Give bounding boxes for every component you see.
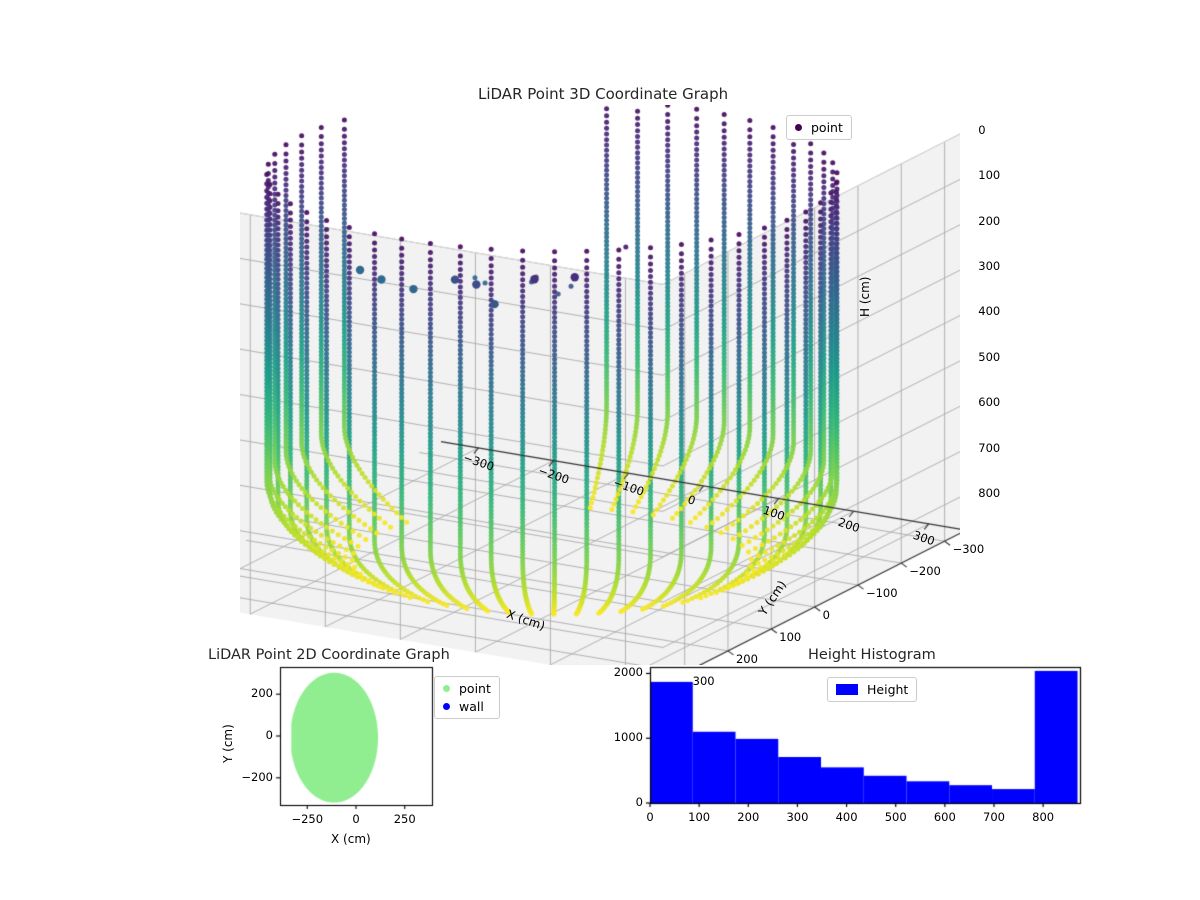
tick-label: 600 — [978, 395, 1001, 410]
tick-label: 800 — [978, 485, 1001, 500]
lidar-2d-xaxis-label: X (cm) — [331, 832, 371, 846]
height-histogram-legend[interactable]: Height — [827, 677, 918, 702]
tick-label: 0 — [352, 812, 360, 826]
tick-label: 700 — [978, 440, 1001, 455]
legend-entry-point: point — [795, 120, 843, 135]
lidar-2d-scatter-canvas — [150, 645, 570, 865]
tick-label: 100 — [779, 629, 802, 644]
point-marker-icon — [795, 124, 802, 131]
tick-label: 600 — [933, 810, 956, 824]
lidar-3d-legend[interactable]: point — [786, 115, 852, 140]
tick-label: 200 — [735, 651, 758, 666]
tick-label: 200 — [737, 810, 760, 824]
tick-label: −300 — [952, 542, 985, 557]
tick-label: 500 — [978, 349, 1001, 364]
legend-label-height: Height — [867, 682, 909, 697]
legend-label-wall: wall — [459, 699, 484, 714]
lidar-3d-zaxis-label: H (cm) — [858, 276, 872, 318]
tick-label: 0 — [978, 122, 986, 137]
lidar-2d-legend[interactable]: point wall — [434, 676, 500, 719]
tick-label: 1000 — [613, 730, 643, 745]
tick-label: −250 — [291, 812, 324, 826]
point-marker-icon — [443, 685, 450, 692]
lidar-3d-pointcloud-canvas — [240, 105, 960, 665]
tick-label: 300 — [978, 259, 1001, 273]
lidar-2d-yaxis-label: Y (cm) — [221, 724, 235, 763]
legend-entry-height: Height — [836, 682, 908, 697]
tick-label: 100 — [978, 168, 1001, 183]
tick-label: −200 — [909, 564, 941, 579]
tick-label: 2000 — [613, 665, 643, 680]
tick-label: 300 — [786, 810, 809, 824]
tick-label: 200 — [251, 686, 273, 701]
tick-label: 200 — [978, 213, 1001, 228]
lidar-2d-axes — [150, 645, 570, 865]
wall-marker-icon — [443, 703, 450, 710]
tick-label: 400 — [835, 810, 858, 824]
legend-label-point: point — [459, 681, 491, 696]
tick-label: 0 — [635, 795, 643, 809]
tick-label: 800 — [1032, 810, 1055, 824]
tick-label: 700 — [983, 810, 1005, 824]
tick-label: 300 — [692, 673, 715, 688]
tick-label: 100 — [688, 810, 711, 824]
tick-label: 0 — [646, 810, 654, 824]
lidar-3d-axes — [240, 105, 960, 665]
legend-label-point: point — [811, 120, 843, 135]
lidar-3d-title: LiDAR Point 3D Coordinate Graph — [478, 85, 729, 103]
tick-label: −200 — [241, 769, 273, 784]
tick-label: 400 — [978, 304, 1001, 319]
height-color-swatch-icon — [836, 684, 858, 695]
tick-label: 500 — [884, 810, 907, 824]
tick-label: −100 — [865, 586, 898, 601]
tick-label: 250 — [393, 812, 416, 826]
legend-entry-wall: wall — [443, 699, 491, 714]
tick-label: 0 — [822, 608, 830, 622]
tick-label: 0 — [265, 728, 273, 742]
legend-entry-point: point — [443, 681, 491, 696]
